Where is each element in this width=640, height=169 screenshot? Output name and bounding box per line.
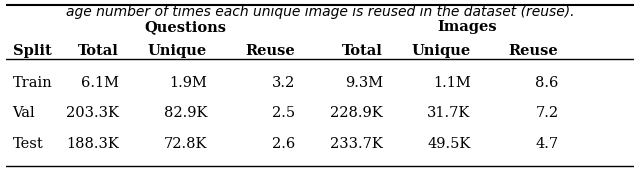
Text: 228.9K: 228.9K <box>330 106 383 120</box>
Text: Total: Total <box>78 44 119 58</box>
Text: Val: Val <box>13 106 35 120</box>
Text: 203.3K: 203.3K <box>66 106 119 120</box>
Text: Unique: Unique <box>148 44 207 58</box>
Text: 72.8K: 72.8K <box>164 137 207 151</box>
Text: 3.2: 3.2 <box>271 76 295 90</box>
Text: 233.7K: 233.7K <box>330 137 383 151</box>
Text: Reuse: Reuse <box>509 44 559 58</box>
Text: 2.6: 2.6 <box>271 137 295 151</box>
Text: 9.3M: 9.3M <box>344 76 383 90</box>
Text: Reuse: Reuse <box>245 44 295 58</box>
Text: 82.9K: 82.9K <box>164 106 207 120</box>
Text: 6.1M: 6.1M <box>81 76 119 90</box>
Text: Images: Images <box>438 20 497 34</box>
Text: 31.7K: 31.7K <box>428 106 470 120</box>
Text: 8.6: 8.6 <box>535 76 559 90</box>
Text: 1.9M: 1.9M <box>169 76 207 90</box>
Text: Unique: Unique <box>412 44 470 58</box>
Text: Test: Test <box>13 137 44 151</box>
Text: Split: Split <box>13 44 51 58</box>
Text: 4.7: 4.7 <box>535 137 559 151</box>
Text: 49.5K: 49.5K <box>428 137 470 151</box>
Text: Total: Total <box>342 44 383 58</box>
Text: Questions: Questions <box>144 20 226 34</box>
Text: Train: Train <box>13 76 52 90</box>
Text: 7.2: 7.2 <box>535 106 559 120</box>
Text: 1.1M: 1.1M <box>433 76 470 90</box>
Text: age number of times each unique image is reused in the dataset (reuse).: age number of times each unique image is… <box>66 5 574 19</box>
Text: 2.5: 2.5 <box>272 106 295 120</box>
Text: 188.3K: 188.3K <box>67 137 119 151</box>
